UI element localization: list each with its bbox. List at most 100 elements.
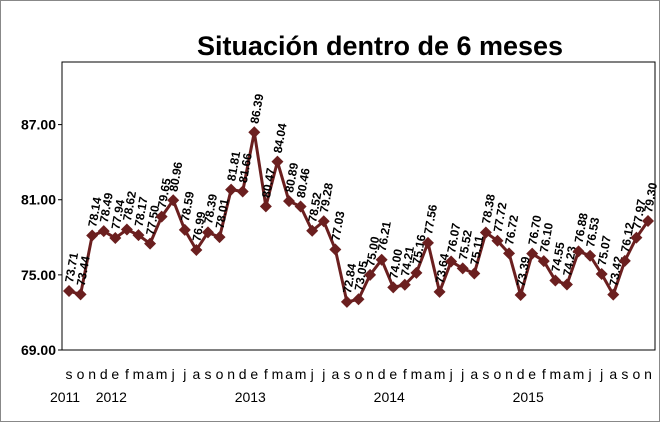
data-label: 73.42	[606, 255, 625, 287]
point	[572, 245, 585, 258]
point	[549, 274, 562, 287]
x-tick-label: e	[250, 366, 258, 382]
x-tick-label: f	[264, 366, 268, 382]
point	[375, 253, 388, 266]
data-label: 74.21	[398, 245, 417, 277]
x-tick-label: d	[100, 366, 108, 382]
point	[190, 243, 203, 256]
point	[236, 185, 249, 198]
data-label: 72.84	[340, 262, 359, 294]
point	[456, 262, 469, 275]
point	[132, 229, 145, 242]
point	[560, 278, 573, 291]
data-label: 76.07	[444, 222, 463, 254]
x-tick-label: d	[378, 366, 386, 382]
point	[63, 285, 75, 298]
x-tick-label: j	[460, 366, 464, 382]
x-tick-label: a	[470, 366, 478, 382]
x-tick-label: n	[227, 366, 235, 382]
x-tick-label: j	[310, 366, 314, 382]
y-tick-label: 87.00	[21, 117, 56, 133]
data-label: 76.72	[502, 214, 521, 246]
y-tick-label: 81.00	[21, 192, 56, 208]
x-tick-label: n	[644, 366, 652, 382]
data-label: 76.21	[375, 220, 394, 252]
point	[97, 225, 110, 238]
point	[155, 210, 168, 223]
x-tick-label: m	[550, 366, 562, 382]
data-label: 75.07	[595, 234, 614, 266]
data-label: 77.94	[108, 198, 127, 230]
point	[526, 247, 539, 260]
point	[607, 288, 620, 301]
x-tick-label: n	[505, 366, 513, 382]
x-tick-label: a	[285, 366, 293, 382]
point	[503, 247, 516, 260]
x-tick-label: j	[449, 366, 453, 382]
x-tick-label: o	[216, 366, 224, 382]
point	[387, 281, 400, 294]
x-tick-label: o	[494, 366, 502, 382]
point	[167, 194, 180, 207]
data-label: 84.04	[271, 122, 290, 154]
x-group-label: 2014	[374, 389, 405, 405]
point	[630, 231, 643, 244]
x-tick-label: e	[111, 366, 119, 382]
plot-area	[61, 61, 656, 351]
point	[74, 288, 87, 301]
data-label: 75.11	[467, 234, 486, 266]
data-label: 73.71	[62, 251, 81, 283]
data-label: 76.88	[572, 212, 591, 244]
x-tick-label: n	[88, 366, 96, 382]
x-tick-label: m	[272, 366, 284, 382]
data-label: 76.99	[190, 210, 209, 242]
point	[364, 268, 377, 281]
x-tick-label: f	[542, 366, 546, 382]
x-tick-label: a	[331, 366, 339, 382]
x-tick-label: a	[563, 366, 571, 382]
x-tick-label: n	[366, 366, 374, 382]
x-tick-label: s	[482, 366, 489, 382]
data-label: 77.56	[421, 203, 440, 235]
data-label: 78.59	[178, 190, 197, 222]
point	[259, 200, 272, 213]
data-label: 78.52	[305, 191, 324, 223]
data-label: 80.47	[259, 167, 278, 199]
point	[340, 295, 353, 308]
data-label: 80.89	[282, 161, 301, 193]
data-label: 78.14	[85, 196, 104, 228]
x-tick-label: j	[171, 366, 175, 382]
data-label: 77.03	[329, 210, 348, 242]
x-tick-label: m	[156, 366, 168, 382]
data-label: 86.39	[247, 92, 266, 124]
point	[283, 195, 296, 208]
data-label: 81.66	[236, 152, 255, 184]
data-label: 73.44	[74, 255, 93, 287]
x-tick-label: o	[77, 366, 85, 382]
x-tick-label: s	[621, 366, 628, 382]
x-tick-label: e	[389, 366, 397, 382]
data-label: 74.00	[386, 248, 405, 280]
data-label: 74.55	[549, 241, 568, 273]
x-tick-label: m	[133, 366, 145, 382]
data-label: 78.49	[97, 191, 116, 223]
point	[109, 232, 122, 245]
x-tick-label: m	[573, 366, 585, 382]
x-group-label: 2011	[50, 389, 80, 405]
data-label: 78.01	[213, 197, 232, 229]
point	[120, 223, 133, 236]
point	[352, 293, 365, 306]
data-label: 81.81	[224, 150, 243, 182]
x-tick-label: m	[295, 366, 307, 382]
x-tick-label: a	[146, 366, 154, 382]
point	[537, 255, 550, 268]
x-tick-label: d	[239, 366, 247, 382]
data-label: 73.05	[352, 259, 371, 291]
x-tick-label: j	[182, 366, 186, 382]
chart-title: Situación dentro de 6 meses	[197, 31, 563, 61]
x-tick-label: s	[204, 366, 211, 382]
x-tick-label: e	[528, 366, 536, 382]
x-tick-label: o	[355, 366, 363, 382]
data-label: 76.70	[525, 214, 544, 246]
data-label: 78.17	[132, 195, 151, 227]
